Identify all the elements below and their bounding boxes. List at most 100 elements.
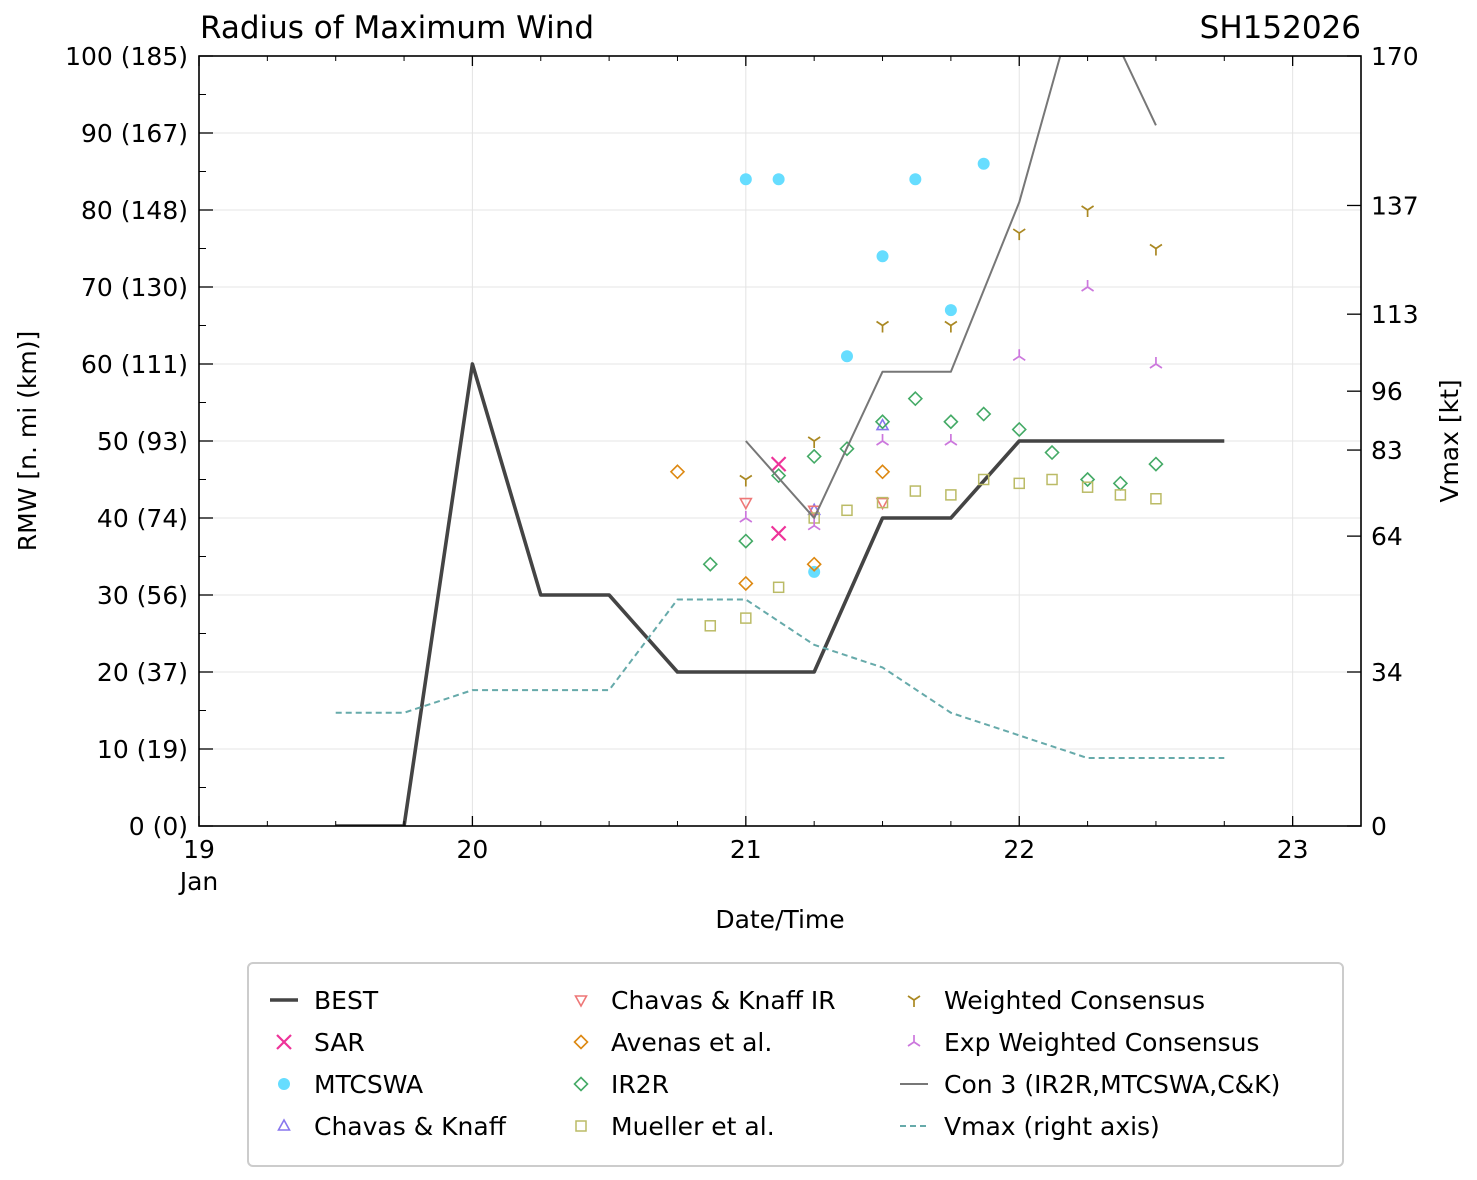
series-con-3-ir2r-mtcswa-c-k [745, 56, 1157, 519]
y-tick-label: 20 (37) [97, 658, 188, 687]
series-mtcswa [739, 157, 990, 578]
legend-swatch [573, 1034, 589, 1050]
legend-item-weighted-consensus: Weighted Consensus [907, 986, 1205, 1015]
y2-tick-label: 34 [1371, 658, 1403, 687]
x-tick-label: 21 [730, 835, 762, 864]
legend-label: Con 3 (IR2R,MTCSWA,C&K) [944, 1070, 1280, 1099]
weighted-consensus-point [944, 320, 958, 333]
series-sar [770, 456, 787, 542]
sar-point-stroke [770, 456, 787, 472]
y2-tick-label: 113 [1371, 300, 1419, 329]
legend: BEST SAR MTCSWA Chavas & Knaff Chavas & Knaf… [247, 962, 1344, 1167]
x-tick-label: 19 [183, 835, 215, 864]
y2-tick-label: 170 [1371, 42, 1419, 71]
y2-axis-label: Vmax [kt] [1435, 379, 1464, 502]
legend-item-con-3-ir2r-mtcswa-c-k: Con 3 (IR2R,MTCSWA,C&K) [900, 1070, 1280, 1099]
legend-label: MTCSWA [314, 1070, 423, 1099]
x-tick-label: 20 [457, 835, 489, 864]
x-axis-label: Date/Time [715, 905, 844, 934]
y2-tick-label: 0 [1371, 812, 1387, 841]
exp-weighted-consensus-point [1149, 357, 1163, 369]
mtcswa-point [876, 250, 889, 263]
ir2r-point [907, 391, 923, 407]
axes: 19 20 21 22 23 0 (0) 10 (19) 20 (37) 30 (56) 40 (… [65, 42, 1419, 864]
legend-swatch-stroke [276, 1034, 292, 1050]
ir2r-point [702, 556, 718, 572]
legend-item-avenas-et-al: Avenas et al. [573, 1028, 772, 1057]
vmax-right-axis-line [335, 598, 1225, 760]
avenas-et-al-point [738, 575, 754, 592]
ir2r-point [976, 406, 992, 422]
y2-tick-label: 64 [1371, 522, 1403, 551]
legend-item-chavas-knaff: Chavas & Knaff [277, 1112, 507, 1141]
legend-label: BEST [314, 986, 379, 1015]
ir2r-point [874, 414, 891, 430]
legend-label: Weighted Consensus [944, 986, 1205, 1015]
y2-tick-label: 96 [1371, 377, 1403, 406]
y-tick-label: 30 (56) [97, 581, 188, 610]
exp-weighted-consensus-point [944, 434, 958, 446]
mueller-et-al-point [772, 581, 785, 594]
weighted-consensus-point [807, 436, 821, 448]
legend-swatch [573, 1076, 589, 1092]
legend-label: Exp Weighted Consensus [944, 1028, 1259, 1057]
mtcswa-point [840, 350, 853, 363]
y-tick-label: 60 (111) [81, 350, 188, 379]
mtcswa-point [909, 173, 922, 186]
sar-point-stroke [770, 525, 787, 542]
exp-weighted-consensus-point [807, 518, 821, 531]
ir2r-point [1079, 471, 1096, 488]
con-3-ir2r-mtcswa-c-k-line [745, 56, 1157, 519]
y-tick-label: 40 (74) [97, 504, 188, 533]
legend-item-mtcswa: MTCSWA [278, 1070, 423, 1099]
weighted-consensus-point [1081, 205, 1095, 217]
mtcswa-point [739, 173, 752, 186]
avenas-et-al-point [874, 464, 891, 480]
ir2r-point [839, 441, 855, 457]
y-tick-label: 10 (19) [97, 735, 188, 764]
y-tick-label: 70 (130) [81, 273, 188, 302]
chavas-knaff-point [807, 502, 822, 516]
legend-swatch [907, 1035, 921, 1047]
mueller-et-al-point [1046, 473, 1058, 486]
ir2r-point [1011, 421, 1027, 438]
legend-label: Vmax (right axis) [944, 1112, 1160, 1141]
ir2r-point [738, 533, 754, 549]
mueller-et-al-point [841, 504, 853, 517]
y-axis-label: RMW [n. mi (km)] [13, 331, 42, 551]
weighted-consensus-point [739, 474, 753, 487]
legend-item-mueller-et-al: Mueller et al. [575, 1112, 775, 1141]
series-weighted-consensus [739, 205, 1163, 487]
series-avenas-et-al [669, 464, 891, 592]
legend-swatch [575, 1120, 587, 1132]
series-layer [335, 56, 1225, 826]
legend-label: Mueller et al. [611, 1112, 775, 1141]
y-tick-label: 0 (0) [129, 812, 188, 841]
storm-id: SH152026 [1200, 10, 1361, 46]
legend-swatch [276, 1034, 292, 1050]
series-mueller-et-al [704, 473, 1162, 632]
legend-item-sar: SAR [276, 1028, 365, 1057]
legend-item-exp-weighted-consensus: Exp Weighted Consensus [907, 1028, 1259, 1057]
mtcswa-point [977, 157, 990, 170]
exp-weighted-consensus-point [876, 434, 890, 446]
legend-box [247, 962, 1344, 1167]
x-tick-label: 22 [1003, 835, 1035, 864]
sar-point [770, 456, 787, 472]
exp-weighted-consensus-point [1081, 280, 1095, 292]
chavas-knaff-ir-point [875, 497, 890, 511]
mueller-et-al-point [1114, 489, 1127, 501]
mueller-et-al-point [704, 620, 717, 632]
mtcswa-point [808, 565, 821, 578]
legend-item-best: BEST [270, 986, 379, 1015]
legend-item-ir2r: IR2R [573, 1070, 669, 1099]
ir2r-point [806, 448, 822, 465]
legend-swatch [907, 995, 921, 1007]
y2-tick-label: 137 [1371, 191, 1419, 220]
mueller-et-al-point [977, 473, 990, 486]
chart-title: Radius of Maximum Wind [200, 10, 594, 46]
exp-weighted-consensus-point [739, 511, 753, 523]
mueller-et-al-point [1081, 481, 1094, 493]
y2-tick-label: 83 [1371, 436, 1403, 465]
y-tick-label: 50 (93) [97, 427, 188, 456]
